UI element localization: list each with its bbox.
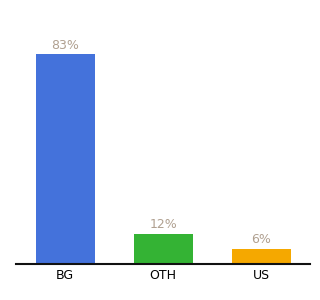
Text: 6%: 6%: [252, 233, 271, 246]
Text: 83%: 83%: [51, 39, 79, 52]
Bar: [36, 54, 94, 264]
Bar: [134, 234, 193, 264]
Text: 12%: 12%: [149, 218, 177, 231]
Bar: [232, 249, 291, 264]
